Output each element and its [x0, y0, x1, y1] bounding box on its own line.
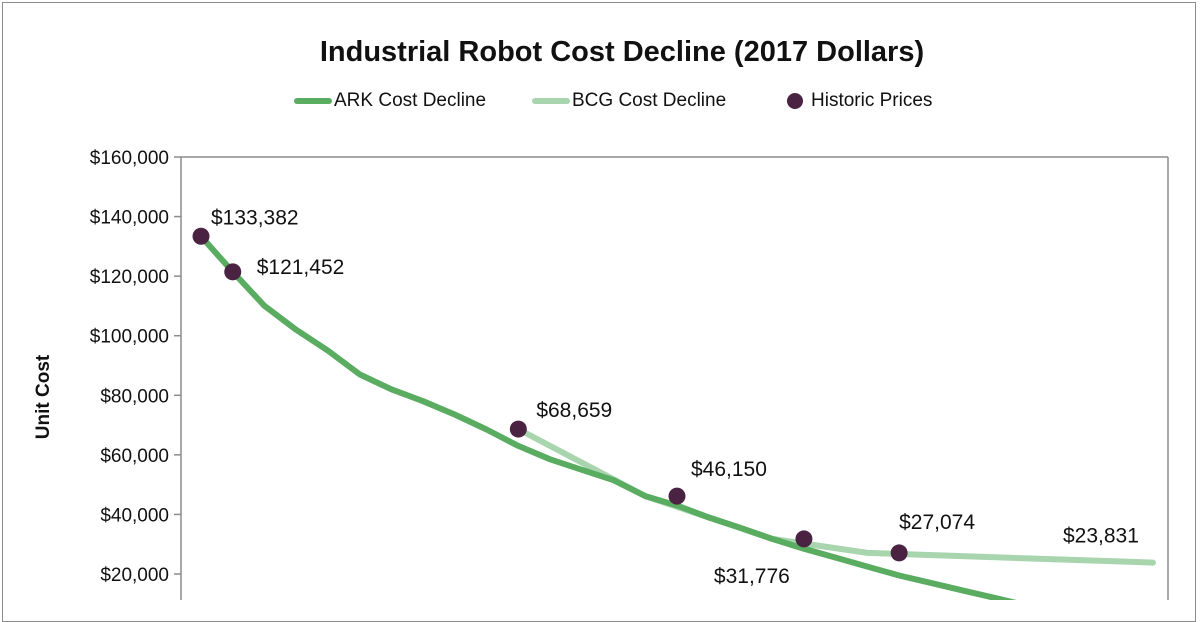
legend-label-historic: Historic Prices	[811, 90, 933, 111]
y-tick-label: $40,000	[100, 505, 169, 526]
data-label-historic: $133,382	[211, 206, 299, 229]
y-tick-label: $80,000	[100, 386, 169, 407]
historic-price-point	[795, 530, 813, 548]
legend-item-ark: ARK Cost Decline	[294, 90, 486, 112]
historic-price-point	[192, 227, 210, 245]
y-tick-label: $100,000	[90, 327, 169, 348]
legend-item-historic: Historic Prices	[787, 90, 932, 112]
data-label-historic: $121,452	[257, 256, 345, 279]
y-tick-label: $60,000	[100, 446, 169, 467]
legend-item-bcg: BCG Cost Decline	[532, 90, 726, 112]
y-tick-label: $140,000	[90, 208, 169, 229]
legend-label-bcg: BCG Cost Decline	[572, 90, 727, 111]
historic-price-point	[890, 544, 908, 562]
legend-swatch-ark	[294, 98, 332, 104]
y-tick-label: $120,000	[90, 267, 169, 288]
historic-price-point	[668, 487, 686, 505]
y-tick-label: $20,000	[100, 565, 169, 586]
historic-price-point	[224, 263, 242, 281]
chart-title: Industrial Robot Cost Decline (2017 Doll…	[319, 36, 925, 68]
data-label-historic: $68,659	[536, 399, 612, 422]
legend-label-ark: ARK Cost Decline	[334, 90, 487, 111]
data-label-historic: $31,776	[714, 565, 790, 588]
series-line-ark-cost-decline	[198, 233, 1017, 600]
series-line-bcg-cost-decline	[515, 426, 1156, 566]
data-label-bcg-end: $23,831	[1063, 525, 1139, 548]
data-label-historic: $27,074	[899, 511, 975, 534]
chart-plot: $160,000 $140,000 $120,000 $100,000 $80,000 $…	[90, 148, 1169, 600]
legend-swatch-historic	[787, 93, 803, 109]
y-tick-label: $160,000	[90, 148, 169, 169]
historic-price-point	[509, 420, 527, 438]
chart-legend: ARK Cost Decline BCG Cost Decline Histor…	[0, 90, 1200, 116]
legend-swatch-bcg	[532, 98, 570, 104]
data-label-historic: $46,150	[691, 458, 767, 481]
